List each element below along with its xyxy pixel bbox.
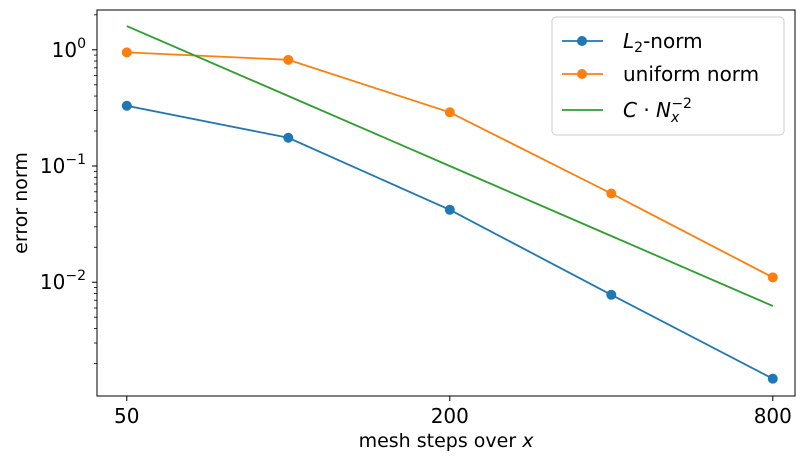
x-tick-label-2: 800 [754,404,792,428]
legend-label-uniform: uniform norm [623,62,759,86]
series-layer [121,25,778,384]
data-point-l2-3 [606,289,617,300]
legend-entry-reference: C · Nx−2 [562,96,692,126]
legend-label-l2: L2-norm [623,29,703,56]
y-tick-label-0: 100 [52,36,86,62]
legend-entry-uniform: uniform norm [562,62,759,86]
series-line-ref [126,25,774,307]
legend-marker-l2 [577,36,587,46]
data-point-l2-4 [767,373,778,384]
data-point-l2-2 [444,204,455,215]
x-tick-label-0: 50 [114,404,139,428]
data-point-uni-1 [283,54,294,65]
legend-box [551,16,785,136]
legend-entry-l2: L2-norm [562,29,703,56]
y-axis-ticks: 100 10−1 10−2 [40,14,97,364]
legend: L2-norm uniform norm C · Nx−2 [551,16,785,136]
series-line-l2 [126,104,774,380]
data-point-uni-4 [767,272,778,283]
data-point-uni-3 [606,188,617,199]
x-axis-label: mesh steps over x [359,430,535,452]
y-tick-label-2: 10−2 [40,268,86,294]
data-point-l2-1 [283,132,294,143]
legend-label-reference: C · Nx−2 [623,96,692,126]
plot-frame [96,9,796,397]
x-axis-ticks: 50 200 800 [114,396,792,428]
y-tick-label-1: 10−1 [40,152,86,178]
data-point-l2-0 [121,100,132,111]
data-point-uni-2 [444,107,455,118]
x-tick-label-1: 200 [431,404,469,428]
data-point-uni-0 [121,47,132,58]
y-axis-label: error norm [10,152,32,254]
legend-marker-uniform [577,69,587,79]
